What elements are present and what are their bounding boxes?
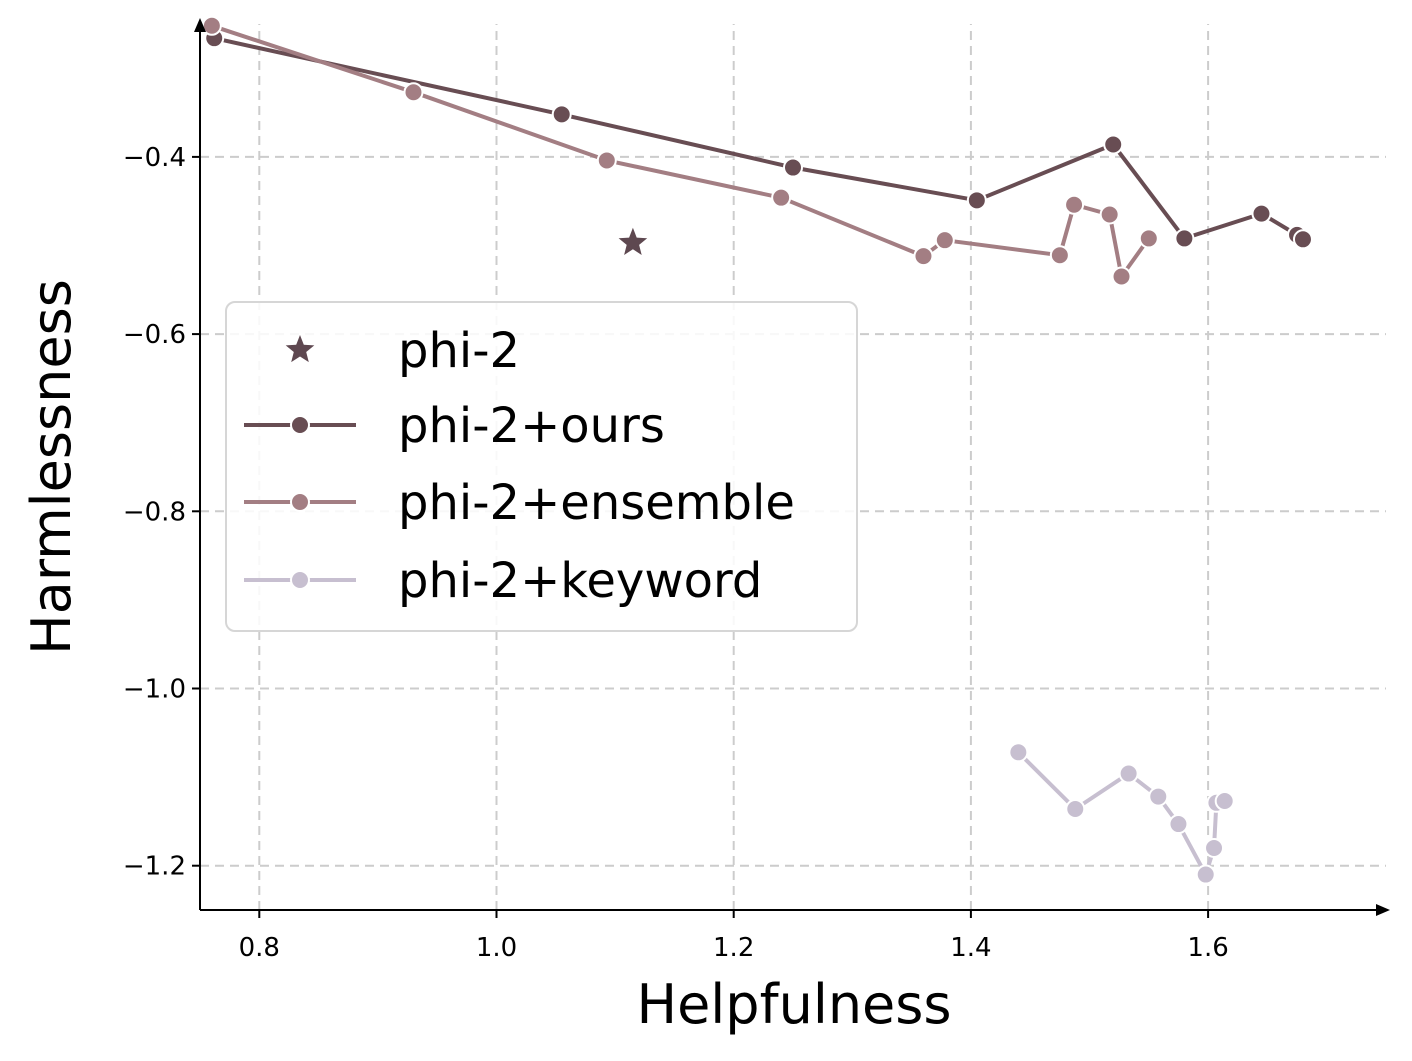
data-point [783, 157, 803, 178]
y-axis-title: Harmlessness [20, 279, 83, 655]
y-tick-label: −0.8 [123, 497, 186, 527]
axes [194, 18, 1390, 916]
series-layer [201, 15, 1313, 885]
data-point [1195, 864, 1216, 885]
legend-marker [290, 570, 310, 590]
legend-label: phi-2+ensemble [398, 475, 795, 531]
data-point-star [618, 227, 648, 255]
data-point [934, 230, 955, 251]
data-point [1118, 763, 1139, 784]
legend-item-phi-2-keyword: phi-2+keyword [244, 553, 762, 609]
y-tick-label: −0.4 [123, 143, 186, 173]
y-axis-arrow [194, 18, 206, 32]
legend-item-phi-2-ensemble: phi-2+ensemble [244, 475, 795, 531]
y-tick-label: −0.6 [123, 320, 186, 350]
data-point [596, 150, 617, 171]
x-tick-label: 1.2 [713, 933, 754, 963]
legend-label: phi-2+keyword [398, 553, 762, 609]
x-tick-label: 1.0 [476, 933, 517, 963]
data-point [1214, 791, 1235, 812]
x-tick-label: 1.4 [950, 933, 991, 963]
series-phi-2 [618, 227, 648, 255]
data-point [1148, 786, 1169, 807]
data-point [771, 187, 792, 208]
series-phi-2-keyword [1008, 742, 1235, 885]
y-ticks: −0.4 −0.6 −0.8 −1.0 −1.2 [123, 143, 200, 882]
legend-label: phi-2+ours [398, 398, 665, 454]
data-point [403, 82, 424, 103]
legend-item-phi-2: phi-2 [285, 323, 520, 379]
data-point [1168, 814, 1189, 835]
legend-marker [290, 415, 310, 435]
x-tick-label: 1.6 [1187, 933, 1228, 963]
data-point [1065, 798, 1086, 819]
x-axis-arrow [1376, 904, 1390, 916]
x-tick-label: 0.8 [239, 933, 280, 963]
y-tick-label: −1.0 [123, 675, 186, 705]
legend-label: phi-2 [398, 323, 520, 379]
legend-frame [225, 301, 858, 632]
data-point [1008, 742, 1029, 763]
series-phi-2-ours [204, 28, 1313, 250]
x-ticks: 0.8 1.0 1.2 1.4 1.6 [239, 910, 1229, 963]
data-point [1103, 134, 1124, 155]
data-point [1099, 204, 1120, 225]
data-point [1174, 228, 1195, 249]
data-point [1251, 203, 1272, 224]
data-point [551, 104, 572, 125]
series-line-phi-2-ours [213, 36, 1305, 241]
series-phi-2-ensemble [201, 15, 1159, 287]
x-axis-title: Helpfulness [636, 973, 951, 1036]
series-line-phi-2-ensemble [211, 23, 1151, 279]
data-point [913, 246, 934, 267]
data-point [1064, 194, 1085, 215]
y-tick-label: −1.2 [123, 852, 186, 882]
data-point [1204, 837, 1225, 858]
legend-item-phi-2-ours: phi-2+ours [244, 398, 665, 454]
data-point [1049, 245, 1070, 266]
data-point [1292, 229, 1313, 250]
data-point [201, 15, 222, 36]
legend: phi-2 phi-2+ours phi-2+ensemble phi-2+keywo… [225, 301, 858, 632]
data-point [1138, 228, 1159, 249]
legend-marker [290, 492, 310, 512]
data-point [966, 190, 987, 211]
legend-star-marker [285, 335, 315, 363]
data-point [1111, 266, 1132, 287]
